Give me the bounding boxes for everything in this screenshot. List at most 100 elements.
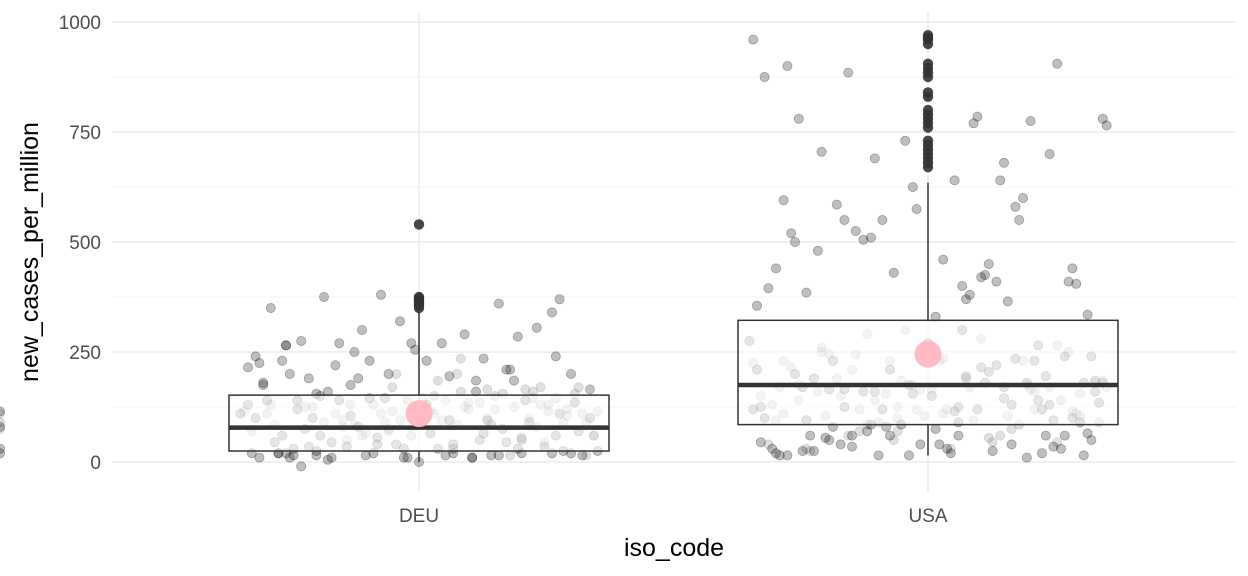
jitter-point <box>987 445 998 456</box>
jitter-point <box>869 153 880 164</box>
jitter-point <box>322 454 333 465</box>
jitter-point <box>809 445 820 456</box>
jitter-point <box>763 283 774 294</box>
jitter-point <box>585 384 596 395</box>
jitter-point <box>820 432 831 443</box>
jitter-point <box>790 236 801 247</box>
jitter-point <box>1052 58 1063 69</box>
jitter-point <box>0 421 5 432</box>
jitter-point <box>573 382 584 393</box>
jitter-point <box>805 430 816 441</box>
jitter-point <box>976 272 987 283</box>
jitter-point <box>1052 437 1063 448</box>
jitter-point <box>850 225 861 236</box>
jitter-point <box>1010 201 1021 212</box>
jitter-point <box>508 375 519 386</box>
jitter-point <box>995 430 1006 441</box>
jitter-point <box>934 439 945 450</box>
jitter-point <box>566 368 577 379</box>
jitter-point <box>482 384 493 395</box>
jitter-point <box>1006 439 1017 450</box>
jitter-point <box>862 426 873 437</box>
jitter-point <box>0 406 5 417</box>
jitter-point <box>550 351 561 362</box>
jitter-point <box>334 338 345 349</box>
jitter-point <box>1097 113 1108 124</box>
jitter-point <box>356 324 367 335</box>
boxplots <box>228 30 1119 462</box>
jitter-point <box>797 445 808 456</box>
jitter-point <box>303 373 314 384</box>
jitter-point <box>892 426 903 437</box>
jitter-point <box>847 441 858 452</box>
jitter-point <box>554 294 565 305</box>
jitter-point <box>0 448 5 459</box>
jitter-point <box>432 375 443 386</box>
jitter-point <box>987 437 998 448</box>
jitter-point <box>444 371 455 382</box>
jitter-point <box>535 382 546 393</box>
jitter-point <box>752 300 763 311</box>
outlier-point <box>922 135 934 146</box>
jitter-point <box>839 214 850 225</box>
jitter-point <box>1048 441 1059 452</box>
jitter-point <box>755 437 766 448</box>
jitter-point <box>0 408 5 419</box>
jitter-point <box>771 448 782 459</box>
jitter-point <box>1071 278 1082 289</box>
jitter-point <box>280 340 291 351</box>
jitter-point <box>1078 450 1089 461</box>
jitter-point <box>436 338 447 349</box>
boxplot-usa <box>737 30 1119 456</box>
outlier-point <box>922 104 934 116</box>
jitter-point <box>398 452 409 463</box>
jitter-point <box>904 450 915 461</box>
jitter-point <box>938 254 949 265</box>
jitter-point <box>296 335 307 346</box>
outlier-point <box>413 291 425 303</box>
jitter-point <box>843 430 854 441</box>
jitter-point <box>455 353 466 364</box>
outlier-point <box>922 30 934 41</box>
jitter-point <box>873 450 884 461</box>
jitter-point <box>907 181 918 192</box>
jitter-point <box>284 368 295 379</box>
y-tick-label: 1000 <box>59 13 101 34</box>
jitter-point <box>1063 276 1074 287</box>
jitter-point <box>250 351 261 362</box>
jitter-point <box>1021 452 1032 463</box>
jitter-point <box>888 267 899 278</box>
y-tick-label: 250 <box>69 343 101 364</box>
jitter-point <box>968 118 979 129</box>
jitter-point <box>911 203 922 214</box>
jitter-point <box>812 245 823 256</box>
jitter-point <box>1101 120 1112 131</box>
jitter-point <box>1082 428 1093 439</box>
jitter-point <box>945 448 956 459</box>
jitter-point <box>877 214 888 225</box>
jitter-point <box>280 340 291 351</box>
jitter-point <box>391 368 402 379</box>
jitter-point <box>847 430 858 441</box>
jitter-point <box>265 302 276 313</box>
jitter-point <box>505 450 516 461</box>
jitter-point <box>254 357 265 368</box>
y-tick-label: 0 <box>90 453 101 474</box>
jitter-point <box>383 368 394 379</box>
y-axis-title: new_cases_per_million <box>16 122 44 382</box>
jitter-point <box>394 316 405 327</box>
jitter-point <box>888 434 899 445</box>
jitter-point <box>786 228 797 239</box>
jitter-point <box>767 443 778 454</box>
x-axis-title: iso_code <box>624 534 724 562</box>
jitter-point <box>0 417 5 428</box>
jitter-point <box>0 443 5 454</box>
jitter-point <box>364 355 375 366</box>
jitter-point <box>1082 309 1093 320</box>
jitter-point <box>953 430 964 441</box>
jitter-point <box>885 430 896 441</box>
jitter-point <box>930 423 941 434</box>
jitter-point <box>995 175 1006 186</box>
jitter-point <box>520 384 531 395</box>
jitter-point <box>459 329 470 340</box>
